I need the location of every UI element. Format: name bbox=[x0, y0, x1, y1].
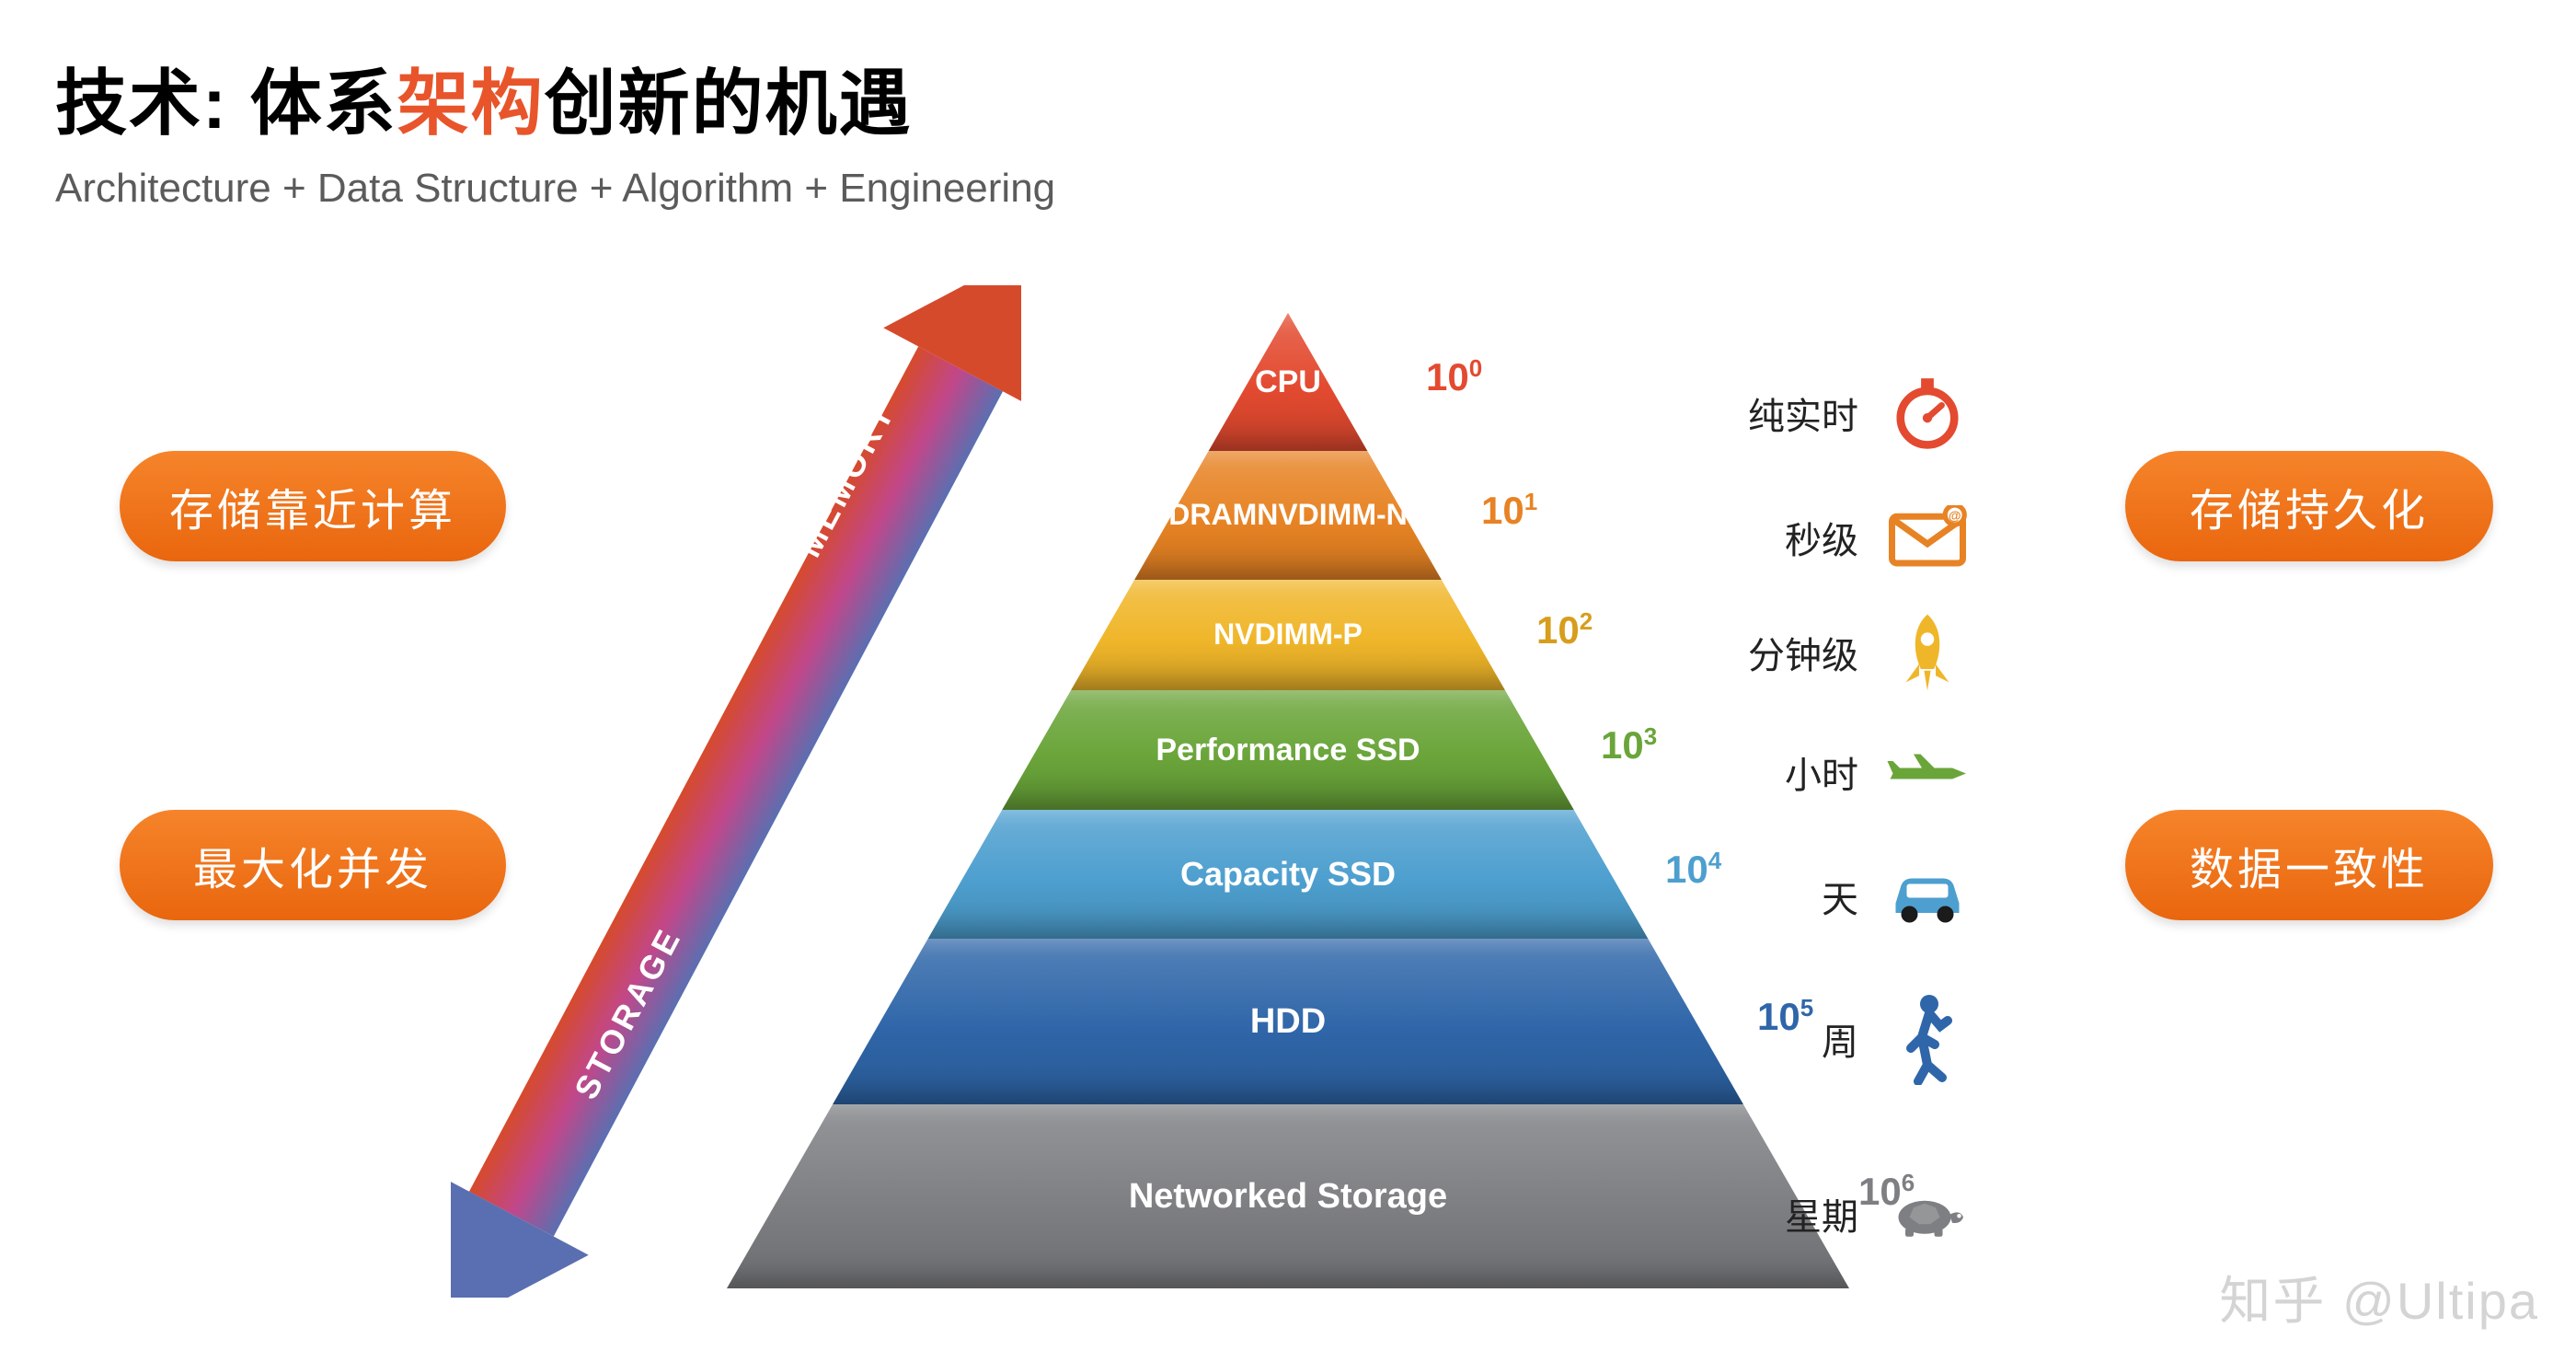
arrow-label-storage: STORAGE bbox=[567, 920, 690, 1105]
pyramid-layer-clip: CPU bbox=[727, 313, 1849, 451]
latency-row: 小时 bbox=[1730, 731, 2061, 814]
pyramid-layer: NVDIMM-P bbox=[727, 580, 1849, 690]
page-title: 技术: 体系架构创新的机遇 bbox=[55, 46, 1055, 149]
pill-storage-durable: 存储持久化 bbox=[2125, 451, 2493, 561]
latency-row: 纯实时 bbox=[1730, 372, 2061, 455]
title-pre: 技术: 体系 bbox=[55, 63, 397, 144]
pyramid-layer: Networked Storage bbox=[727, 1104, 1849, 1288]
subtitle: Architecture + Data Structure + Algorith… bbox=[55, 166, 1055, 212]
pyramid-layer: HDD bbox=[727, 939, 1849, 1104]
latency-row: 星期 bbox=[1730, 1172, 2061, 1255]
title-accent: 架构 bbox=[397, 63, 545, 144]
diagram-stage: 存储靠近计算 最大化并发 存储持久化 数据一致性 MEMORY STO bbox=[0, 313, 2576, 1344]
pyramid-layer: Performance SSD bbox=[727, 690, 1849, 810]
watermark: 知乎 @Ultipa bbox=[2219, 1260, 2539, 1334]
mail-icon: @ bbox=[1886, 496, 1969, 579]
latency-label: 小时 bbox=[1730, 745, 1858, 799]
header: 技术: 体系架构创新的机遇 Architecture + Data Struct… bbox=[55, 46, 1055, 212]
latency-row: 天 bbox=[1730, 855, 2061, 938]
latency-exponent: 103 bbox=[1601, 722, 1657, 768]
pyramid-layer-clip: NVDIMM-P bbox=[727, 580, 1849, 690]
pyramid-layer: CPU bbox=[727, 313, 1849, 451]
latency-row: 分钟级 bbox=[1730, 611, 2061, 694]
plane-icon bbox=[1886, 731, 1969, 814]
latency-label: 星期 bbox=[1730, 1187, 1858, 1241]
pyramid-layer: DRAMNVDIMM-N bbox=[727, 451, 1849, 580]
walk-icon bbox=[1886, 998, 1969, 1080]
stopwatch-icon bbox=[1886, 372, 1969, 455]
latency-label: 周 bbox=[1730, 1012, 1858, 1066]
title-post: 创新的机遇 bbox=[545, 63, 913, 144]
latency-label: 纯实时 bbox=[1730, 387, 1858, 440]
pyramid-layer-clip: Networked Storage bbox=[727, 1104, 1849, 1288]
latency-label: 天 bbox=[1730, 870, 1858, 923]
latency-label: 秒级 bbox=[1730, 511, 1858, 564]
car-icon bbox=[1886, 855, 1969, 938]
latency-exponent: 100 bbox=[1426, 354, 1482, 399]
latency-exponent: 102 bbox=[1536, 607, 1593, 652]
storage-pyramid: CPU100 DRAMNVDIMM-N101 NVDIMM-P102 Performa… bbox=[727, 313, 1849, 1288]
pill-data-consistency: 数据一致性 bbox=[2125, 810, 2493, 920]
latency-exponent: 101 bbox=[1481, 488, 1537, 533]
svg-text:@: @ bbox=[1949, 508, 1961, 523]
turtle-icon bbox=[1886, 1172, 1969, 1255]
rocket-icon bbox=[1886, 611, 1969, 694]
latency-row: 周 bbox=[1730, 998, 2061, 1080]
pill-storage-near-compute: 存储靠近计算 bbox=[120, 451, 506, 561]
pyramid-layer-clip: DRAMNVDIMM-N bbox=[727, 451, 1849, 580]
latency-exponent: 104 bbox=[1665, 847, 1721, 892]
pyramid-layer-clip: Performance SSD bbox=[727, 690, 1849, 810]
latency-label: 分钟级 bbox=[1730, 626, 1858, 679]
latency-row: 秒级 @ bbox=[1730, 496, 2061, 579]
pyramid-layer-clip: HDD bbox=[727, 939, 1849, 1104]
pill-max-concurrency: 最大化并发 bbox=[120, 810, 506, 920]
